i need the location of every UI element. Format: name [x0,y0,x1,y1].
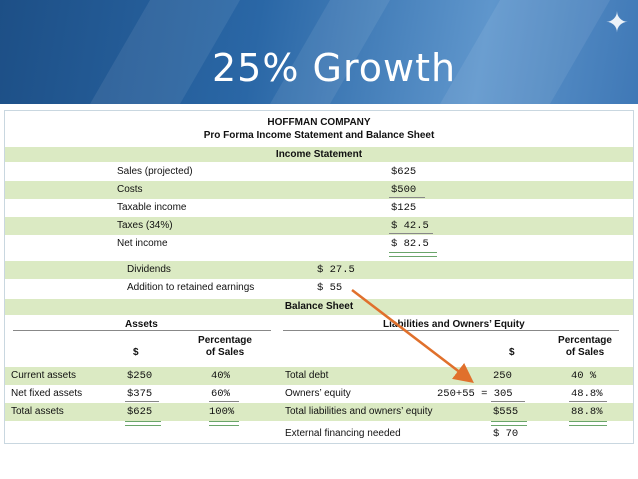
company-name: HOFFMAN COMPANY [267,117,371,128]
income-value: $125 [391,202,417,214]
asset-pct: 60% [211,388,230,400]
retained-earnings-row: Addition to retained earnings $ 55 [5,279,633,297]
liability-value: 250 [493,370,512,382]
assets-pct-header: Percentage [198,335,252,346]
income-row: Sales (projected) $625 [5,163,633,181]
asset-label: Total assets [11,406,64,417]
asset-pct: 40% [211,370,230,382]
slide-title: 25% Growth [212,46,457,90]
asset-value: $375 [127,388,153,400]
liability-value: 250+55 = 305 [437,388,513,400]
income-label: Sales (projected) [117,166,193,177]
asset-label: Net fixed assets [11,388,83,399]
income-label: Net income [117,238,168,249]
balance-row: Current assets $250 40% Total debt 250 4… [5,367,633,385]
income-value: $500 [391,184,417,196]
liabilities-heading: Liabilities and Owners’ Equity [383,319,525,330]
dividends-value: $ 27.5 [317,264,355,276]
financial-statement: HOFFMAN COMPANY Pro Forma Income Stateme… [4,110,634,444]
retained-earnings-value: $ 55 [317,282,343,294]
retained-earnings-label: Addition to retained earnings [127,282,255,293]
income-value: $ 82.5 [391,238,429,250]
title-banner [0,0,638,104]
asset-pct: 100% [209,406,235,418]
dividends-row: Dividends $ 27.5 [5,261,633,279]
liability-label: Owners’ equity [285,388,351,399]
income-label: Taxable income [117,202,187,213]
income-value: $625 [391,166,417,178]
statement-subtitle: Pro Forma Income Statement and Balance S… [203,130,435,141]
income-label: Costs [117,184,143,195]
liability-pct: 40 % [571,370,597,382]
income-row: Costs $500 [5,181,633,199]
liability-pct: 48.8% [571,388,603,400]
asset-value: $625 [127,406,153,418]
dividends-label: Dividends [127,264,171,275]
liab-pct-header: Percentage [558,335,612,346]
income-row: Taxable income $125 [5,199,633,217]
assets-heading: Assets [125,319,158,330]
liability-label: Total debt [285,370,329,381]
income-row: Net income $ 82.5 [5,235,633,253]
asset-label: Current assets [11,370,77,381]
income-statement-heading: Income Statement [5,147,633,162]
balance-row: Total assets $625 100% Total liabilities… [5,403,633,421]
liability-value: $555 [493,406,519,418]
star-icon: ✦ [605,7,629,38]
income-row: Taxes (34%) $ 42.5 [5,217,633,235]
efn-row: External financing needed $ 70 [5,425,633,443]
balance-sheet-heading: Balance Sheet [5,299,633,315]
income-label: Taxes (34%) [117,220,173,231]
assets-pct-header: of Sales [205,347,245,358]
assets-dollar-header: $ [133,347,139,358]
balance-row: Net fixed assets $375 60% Owners’ equity… [5,385,633,403]
liability-label: Total liabilities and owners’ equity [285,406,433,417]
efn-label: External financing needed [285,428,401,439]
income-value: $ 42.5 [391,220,429,232]
efn-value: $ 70 [493,428,519,440]
asset-value: $250 [127,370,153,382]
liab-pct-header: of Sales [565,347,605,358]
liab-dollar-header: $ [509,347,515,358]
liability-pct: 88.8% [571,406,603,418]
balance-column-headers: Assets Liabilities and Owners’ Equity Pe… [5,317,633,365]
